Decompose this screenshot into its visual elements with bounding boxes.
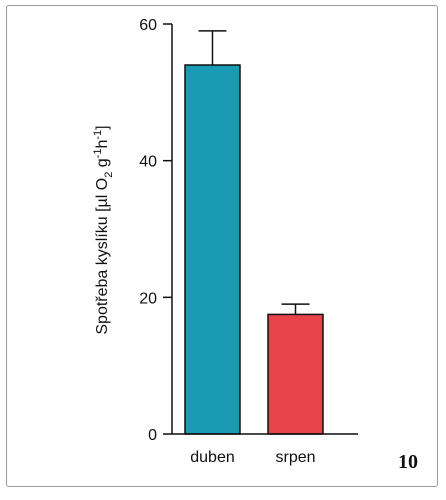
category-label-srpen: srpen (275, 449, 315, 466)
panel-number: 10 (398, 451, 418, 473)
category-label-duben: duben (190, 449, 235, 466)
y-tick-label-40: 40 (139, 154, 157, 171)
bar-duben (184, 64, 241, 435)
y-tick-label-0: 0 (148, 427, 157, 444)
y-tick-label-20: 20 (139, 290, 157, 307)
y-axis-label: Spotřeba kyslíku [µl O2 g-1h-1] (92, 125, 115, 334)
figure-frame (6, 5, 438, 487)
y-tick-label-60: 60 (139, 17, 157, 34)
bar-srpen (267, 313, 324, 435)
